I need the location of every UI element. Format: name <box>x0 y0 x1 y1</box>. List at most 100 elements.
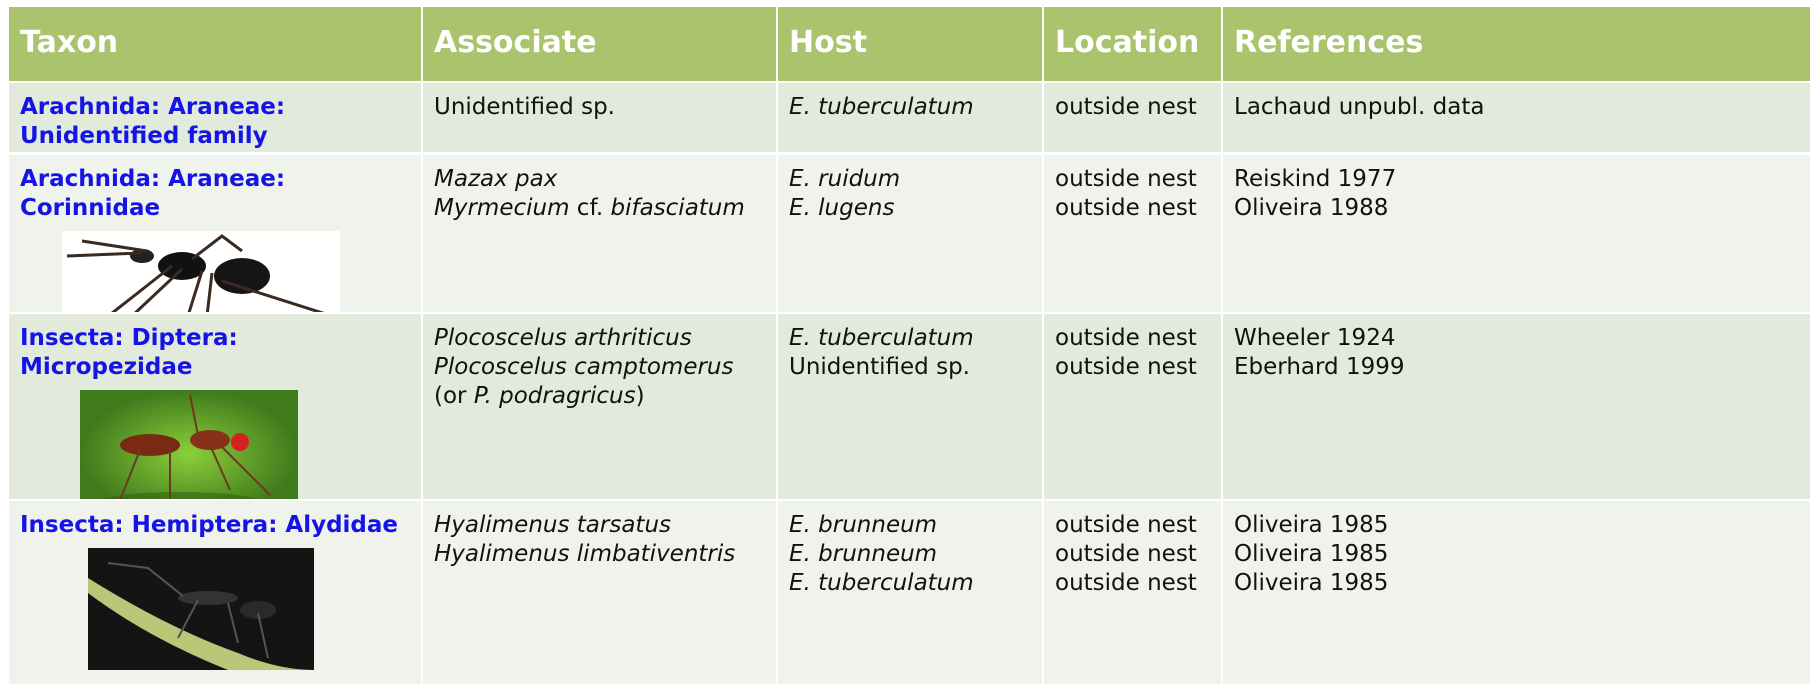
text-line: E. tuberculatum <box>789 569 1032 598</box>
host-cell: E. tuberculatum Unidentified sp. <box>778 314 1042 499</box>
text-line: E. lugens <box>789 194 1032 223</box>
spider-photo <box>62 231 340 312</box>
text-line: outside nest <box>1055 511 1211 540</box>
text-segment: Myrmecium <box>434 195 570 221</box>
text-segment: E. tuberculatum <box>789 570 974 596</box>
text-line: outside nest <box>1055 165 1211 194</box>
taxon-cell: Arachnida: Araneae: Unidentified family <box>9 83 421 152</box>
text-line: Wheeler 1924 <box>1234 324 1800 353</box>
text-line: Mazax pax <box>434 165 766 194</box>
text-segment: Mazax pax <box>434 166 558 192</box>
text-segment: outside nest <box>1055 570 1197 596</box>
references-cell: Wheeler 1924 Eberhard 1999 <box>1223 314 1810 499</box>
text-line: Eberhard 1999 <box>1234 353 1800 382</box>
text-line: E. brunneum <box>789 540 1032 569</box>
text-line: Myrmecium cf. bifasciatum <box>434 194 766 223</box>
taxon-cell: Insecta: Hemiptera: Alydidae <box>9 501 421 684</box>
host-cell: E. tuberculatum <box>778 83 1042 152</box>
location-cell: outside nest <box>1044 83 1221 152</box>
taxon-name: Insecta: Diptera: Micropezidae <box>20 325 238 380</box>
text-segment: Oliveira 1985 <box>1234 512 1389 538</box>
text-line: Oliveira 1985 <box>1234 511 1800 540</box>
text-line: Lachaud unpubl. data <box>1234 93 1800 122</box>
text-line: outside nest <box>1055 324 1211 353</box>
text-segment: Oliveira 1988 <box>1234 195 1389 221</box>
text-segment: outside nest <box>1055 512 1197 538</box>
text-line: Oliveira 1985 <box>1234 569 1800 598</box>
text-segment: E. tuberculatum <box>789 325 974 351</box>
text-segment: Unidentified sp. <box>434 94 615 120</box>
text-segment: E. lugens <box>789 195 895 221</box>
text-segment: ) <box>635 383 645 409</box>
text-segment: cf. <box>569 195 611 221</box>
references-cell: Oliveira 1985 Oliveira 1985 Oliveira 1985 <box>1223 501 1810 684</box>
references-cell: Reiskind 1977 Oliveira 1988 <box>1223 155 1810 312</box>
header-cell: Location <box>1044 7 1221 81</box>
text-segment: E. ruidum <box>789 166 901 192</box>
text-line: outside nest <box>1055 353 1211 382</box>
text-segment: outside nest <box>1055 354 1197 380</box>
associate-cell: Hyalimenus tarsatus Hyalimenus limbativen… <box>423 501 776 684</box>
text-segment: Oliveira 1985 <box>1234 570 1389 596</box>
location-cell: outside nest outside nest outside nest <box>1044 501 1221 684</box>
text-segment: outside nest <box>1055 325 1197 351</box>
text-line: E. ruidum <box>789 165 1032 194</box>
text-line: Unidentified sp. <box>434 93 766 122</box>
associate-cell: Unidentified sp. <box>423 83 776 152</box>
text-line: Oliveira 1988 <box>1234 194 1800 223</box>
text-segment: E. brunneum <box>789 541 938 567</box>
header-cell: Associate <box>423 7 776 81</box>
text-line: outside nest <box>1055 194 1211 223</box>
text-line: E. tuberculatum <box>789 93 1032 122</box>
text-line: outside nest <box>1055 569 1211 598</box>
text-segment: Plocoscelus arthriticus <box>434 325 692 351</box>
text-line: Plocoscelus arthriticus <box>434 324 766 353</box>
text-segment: E. tuberculatum <box>789 94 974 120</box>
host-cell: E. ruidum E. lugens <box>778 155 1042 312</box>
text-line: E. brunneum <box>789 511 1032 540</box>
taxon-cell: Insecta: Diptera: Micropezidae <box>9 314 421 499</box>
associate-cell: Mazax pax Myrmecium cf. bifasciatum <box>423 155 776 312</box>
text-segment: E. brunneum <box>789 512 938 538</box>
text-line: (or P. podragricus) <box>434 382 766 411</box>
text-segment: Reiskind 1977 <box>1234 166 1397 192</box>
text-line: Hyalimenus limbativentris <box>434 540 766 569</box>
taxon-cell: Arachnida: Araneae: Corinnidae <box>9 155 421 312</box>
location-cell: outside nest outside nest <box>1044 314 1221 499</box>
taxon-name: Insecta: Hemiptera: Alydidae <box>20 512 399 538</box>
text-line: Plocoscelus camptomerus <box>434 353 766 382</box>
text-segment: Hyalimenus tarsatus <box>434 512 672 538</box>
text-line: E. tuberculatum <box>789 324 1032 353</box>
header-cell: References <box>1223 7 1810 81</box>
text-segment: Unidentified sp. <box>789 354 970 380</box>
bug-photo <box>88 548 314 670</box>
header-cell: Taxon <box>9 7 421 81</box>
text-segment: Oliveira 1985 <box>1234 541 1389 567</box>
text-segment: (or <box>434 383 474 409</box>
header-cell: Host <box>778 7 1042 81</box>
text-segment: Wheeler 1924 <box>1234 325 1396 351</box>
text-segment: outside nest <box>1055 94 1197 120</box>
text-line: Reiskind 1977 <box>1234 165 1800 194</box>
taxon-name: Arachnida: Araneae: Corinnidae <box>20 166 286 221</box>
text-line: Unidentified sp. <box>789 353 1032 382</box>
text-line: Hyalimenus tarsatus <box>434 511 766 540</box>
text-segment: Plocoscelus camptomerus <box>434 354 734 380</box>
text-line: Oliveira 1985 <box>1234 540 1800 569</box>
text-segment: Hyalimenus limbativentris <box>434 541 736 567</box>
text-segment: outside nest <box>1055 195 1197 221</box>
text-line: outside nest <box>1055 540 1211 569</box>
text-segment: bifasciatum <box>610 195 745 221</box>
text-segment: outside nest <box>1055 166 1197 192</box>
text-segment: outside nest <box>1055 541 1197 567</box>
fly-photo <box>80 390 298 499</box>
text-segment: Lachaud unpubl. data <box>1234 94 1485 120</box>
text-segment: P. podragricus <box>473 383 636 409</box>
text-line: outside nest <box>1055 93 1211 122</box>
location-cell: outside nest outside nest <box>1044 155 1221 312</box>
text-segment: Eberhard 1999 <box>1234 354 1405 380</box>
taxon-name: Arachnida: Araneae: Unidentified family <box>20 94 286 149</box>
references-cell: Lachaud unpubl. data <box>1223 83 1810 152</box>
host-cell: E. brunneum E. brunneum E. tuberculatum <box>778 501 1042 684</box>
